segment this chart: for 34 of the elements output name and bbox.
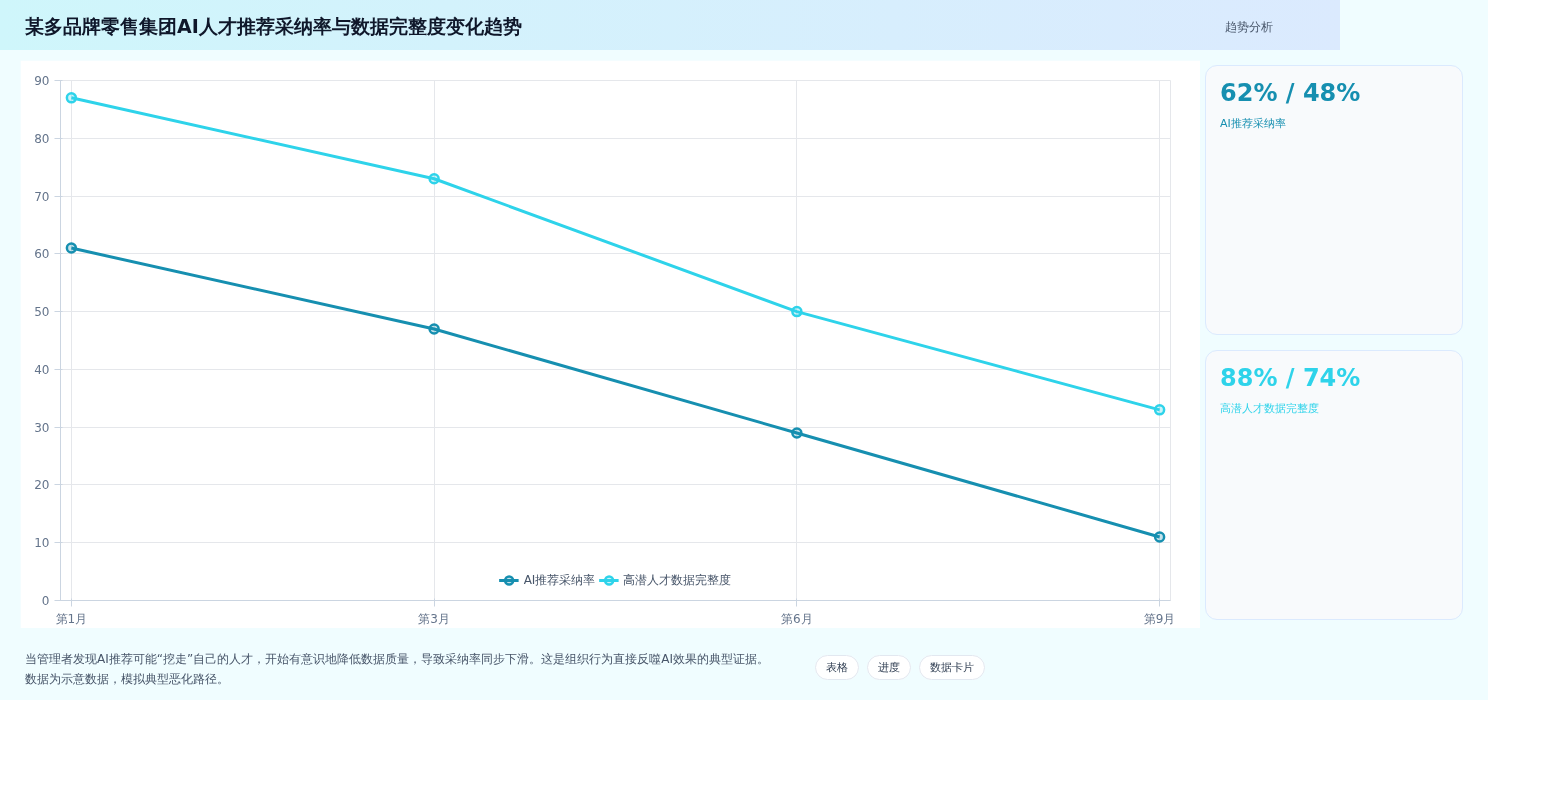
point [65,92,78,104]
text: AI推荐采纳率 [1220,117,1286,131]
y-tick-label: 40 [34,362,50,377]
point [791,427,803,439]
text: 表格 [815,655,859,680]
point [428,323,440,335]
text: 当管理者发现AI推荐可能“挖走”自己的人才，开始有意识地降低数据质量，导致采纳率同步下滑。这是组织行为直接反噬AI效果的典型证据。数据为示意数据，模拟典型恶化路径。 [25,651,770,688]
chart-title: 某多品牌零售集团AI人才推荐采纳率与数据完整度变化趋势 [25,14,522,39]
text: 趋势分析 [1225,19,1273,36]
y-tick-label: 20 [34,478,50,493]
legend-label: AI推荐采纳率 [523,571,596,589]
x-tick-label: 第6月 [781,611,813,626]
y-tick-label: 50 [34,305,50,320]
y-tick-label: 30 [34,420,50,435]
y-tick-label: 60 [34,247,50,262]
y-tick-label: 70 [34,189,50,204]
point [1153,531,1166,543]
legend-label: 高潜人才数据完整度 [623,571,732,589]
text: 88% / 74% [1220,363,1361,394]
point [1153,404,1166,416]
text: 高潜人才数据完整度 [1220,402,1319,416]
text: 62% / 48% [1220,78,1361,109]
point [791,305,803,318]
y-tick-label: 10 [34,536,50,551]
x-tick-label: 第1月 [55,611,88,626]
y-tick-label: 0 [41,594,50,608]
y-tick-label: 80 [34,131,50,146]
x-tick-label: 第3月 [418,611,450,626]
point [65,242,78,254]
y-tick-label: 90 [34,74,50,88]
text: 数据卡片 [919,655,985,680]
point [428,172,440,185]
text: 进度 [867,655,911,680]
x-tick-label: 第9月 [1143,611,1176,626]
